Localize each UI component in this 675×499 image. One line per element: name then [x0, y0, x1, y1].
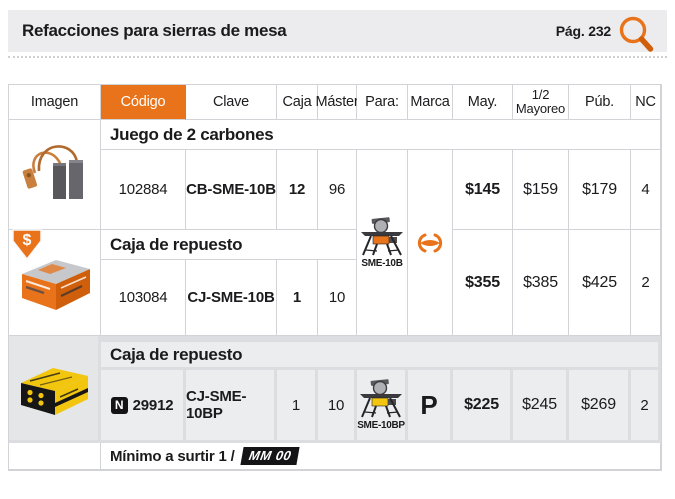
header-imagen: Imagen	[9, 85, 101, 120]
header-para: Para:	[357, 85, 408, 120]
header-half-mayoreo: 1/2 Mayoreo	[513, 85, 569, 120]
codigo-cell: 102884	[101, 150, 186, 230]
product-image-pretul-box	[9, 336, 101, 443]
nc-cell: 2	[631, 230, 661, 336]
para-model-cell: SME-10B	[357, 150, 408, 336]
truper-spare-box-image	[21, 259, 90, 310]
clave-cell: CJ-SME-10B	[186, 260, 277, 336]
group1-title: Juego de 2 carbones	[101, 120, 661, 150]
minimum-order-text: Mínimo a surtir 1 /	[110, 447, 235, 465]
half-price-cell: $245	[513, 370, 569, 443]
section-title-bar: Refacciones para sierras de mesa Pág. 23…	[8, 10, 667, 52]
pretul-logo-letter: P	[420, 389, 438, 420]
title-bar-right: Pág. 232	[555, 14, 657, 52]
carbon-brush-set-image	[22, 144, 83, 199]
pub-price-cell: $425	[569, 230, 631, 336]
may-price-cell: $145	[453, 150, 513, 230]
group3-title: Caja de repuesto	[101, 336, 661, 370]
clave-cell: CJ-SME-10BP	[186, 370, 277, 443]
para-model-cell: SME-10BP	[357, 370, 408, 443]
master-cell: 96	[318, 150, 357, 230]
codigo-cell: N 29912	[101, 370, 186, 443]
para-model-label: SME-10B	[361, 257, 403, 269]
header-codigo: Código	[101, 85, 186, 120]
discount-arrow-icon: $	[12, 229, 42, 261]
marca-pretul-cell: P	[408, 370, 453, 443]
group2-title: Caja de repuesto	[101, 230, 357, 260]
clave-cell: CB-SME-10B	[186, 150, 277, 230]
magnifier-icon[interactable]	[617, 14, 657, 58]
master-cell: 10	[318, 370, 357, 443]
master-cell: 10	[318, 260, 357, 336]
product-table: $ Imagen Código Clave Caja Máster Para: …	[8, 84, 662, 471]
header-caja: Caja	[277, 85, 318, 120]
may-price-cell: $355	[453, 230, 513, 336]
page-reference[interactable]: Pág. 232	[555, 23, 611, 39]
truper-logo-icon	[417, 233, 443, 252]
pretul-spare-box-image	[20, 368, 88, 415]
half-price-cell: $159	[513, 150, 569, 230]
minimum-order-footer: Mínimo a surtir 1 / MM 00	[101, 443, 661, 470]
caja-cell: 1	[277, 260, 318, 336]
product-image-carbon-brushes	[9, 120, 101, 230]
pub-price-cell: $269	[569, 370, 631, 443]
nc-cell: 2	[631, 370, 661, 443]
nc-cell: 4	[631, 150, 661, 230]
codigo-cell: 103084	[101, 260, 186, 336]
header-pub: Púb.	[569, 85, 631, 120]
discount-dollar-glyph: $	[23, 232, 32, 249]
pub-price-cell: $179	[569, 150, 631, 230]
footer-spacer-cell	[9, 443, 101, 470]
may-price-cell: $225	[453, 370, 513, 443]
dotted-divider	[8, 56, 667, 58]
header-clave: Clave	[186, 85, 277, 120]
new-badge-icon: N	[110, 396, 128, 414]
para-model-label: SME-10BP	[357, 420, 405, 431]
table-saw-icon	[360, 379, 402, 418]
header-master: Máster	[315, 85, 359, 120]
header-may: May.	[453, 85, 513, 120]
page-title: Refacciones para sierras de mesa	[22, 21, 287, 40]
header-marca: Marca	[408, 85, 453, 120]
half-price-cell: $385	[513, 230, 569, 336]
caja-cell: 1	[277, 370, 318, 443]
table-saw-icon	[361, 216, 403, 255]
mm-code-badge: MM 00	[239, 447, 300, 465]
header-nc: NC	[631, 85, 661, 120]
table-grid: Imagen Código Clave Caja Máster Para: Ma…	[9, 85, 661, 470]
marca-truper-cell	[408, 150, 453, 336]
caja-cell: 12	[277, 150, 318, 230]
